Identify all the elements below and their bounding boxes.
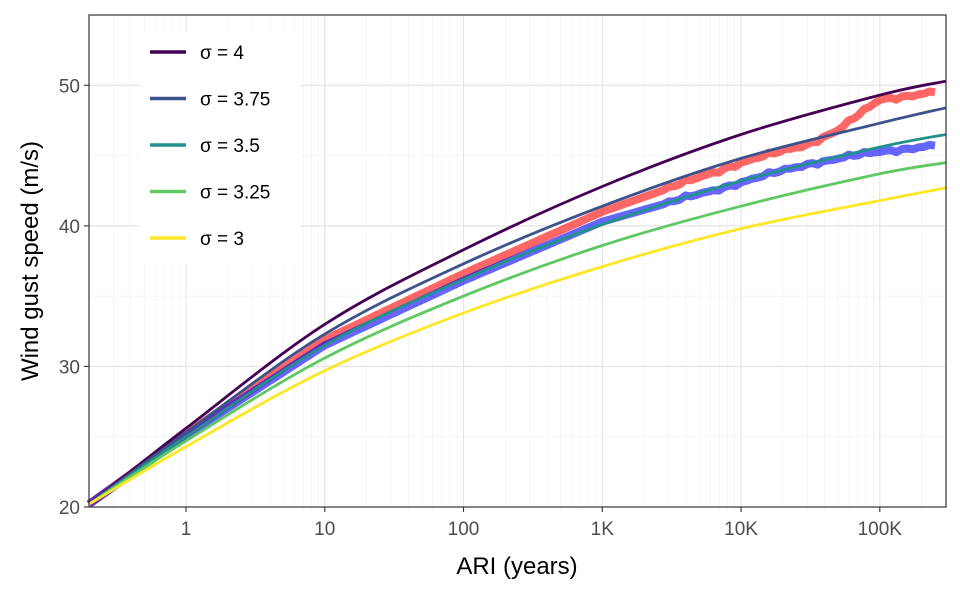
legend-label-3: σ = 3.5 (200, 136, 260, 157)
legend-label-2: σ = 3.75 (200, 90, 270, 111)
plot-border (88, 14, 947, 508)
x-tick-label: 10K (724, 519, 758, 540)
series-line-3 (88, 133, 947, 506)
series-lines (88, 79, 947, 506)
y-tick-label: 50 (59, 76, 80, 97)
y-axis-ticks: 20 30 40 50 (59, 76, 89, 519)
y-axis-title: Wind gust speed (m/s) (17, 141, 44, 381)
legend-label-5: σ = 3 (200, 229, 244, 250)
x-tick-label: 1K (591, 519, 615, 540)
legend: σ = 4 σ = 3.75 σ = 3.5 σ = 3.25 σ = 3 (140, 32, 300, 264)
legend-label-1: σ = 4 (200, 43, 244, 64)
series-line-5 (88, 186, 947, 506)
series-line-2 (88, 106, 947, 506)
y-tick-label: 30 (59, 357, 80, 378)
x-axis-ticks: 1 10 100 1K 10K 100K (181, 507, 903, 540)
x-tick-label: 1 (181, 519, 192, 540)
y-tick-label: 40 (59, 217, 80, 238)
series-line-1 (88, 79, 947, 506)
x-tick-label: 100K (858, 519, 903, 540)
y-tick-label: 20 (59, 498, 80, 519)
x-tick-label: 100 (448, 519, 480, 540)
x-axis-title: ARI (years) (456, 553, 577, 580)
series-line-4 (88, 161, 947, 506)
legend-background (140, 32, 300, 264)
legend-label-4: σ = 3.25 (200, 183, 270, 204)
x-tick-label: 10 (314, 519, 335, 540)
